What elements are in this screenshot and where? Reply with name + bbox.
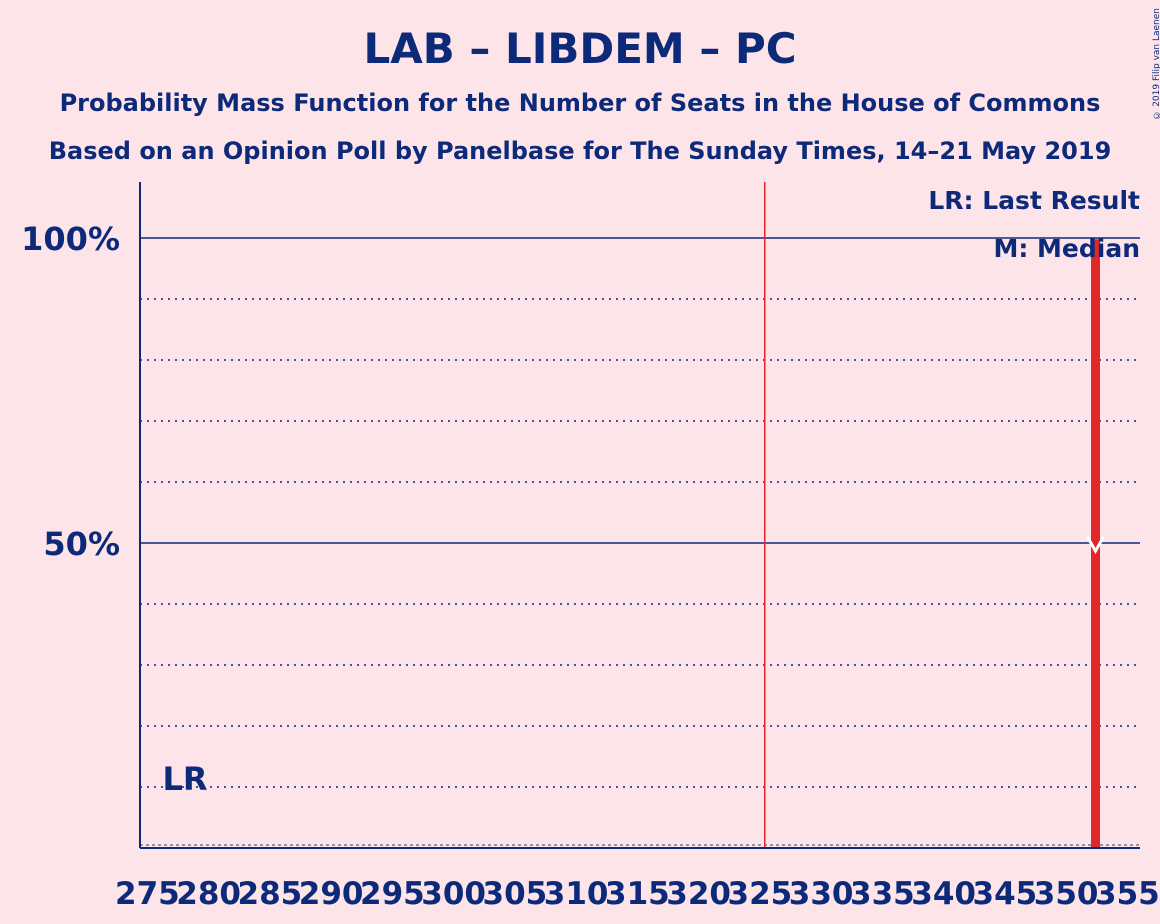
x-tick-label: 350 <box>1034 876 1099 912</box>
x-tick-label: 285 <box>238 876 303 912</box>
x-tick-label: 335 <box>850 876 915 912</box>
median-marker-layer <box>1086 536 1105 555</box>
legend-last-result: LR: Last Result <box>928 186 1140 215</box>
x-tick-label: 355 <box>1095 876 1160 912</box>
chart-subtitle: Probability Mass Function for the Number… <box>59 89 1101 117</box>
chart-subtitle-source: Based on an Opinion Poll by Panelbase fo… <box>48 137 1112 165</box>
median-marker <box>1086 536 1105 555</box>
x-tick-label: 305 <box>483 876 548 912</box>
x-tick-label: 275 <box>115 876 180 912</box>
bar-layer <box>1091 239 1100 849</box>
chart-title: LAB – LIBDEM – PC <box>363 24 797 73</box>
grid-layer <box>140 237 1140 846</box>
x-tick-label: 295 <box>360 876 425 912</box>
x-tick-label: 310 <box>544 876 609 912</box>
x-tick-label: 300 <box>421 876 486 912</box>
x-tick-labels: 2752802852902953003053103153203253303353… <box>115 876 1160 912</box>
x-tick-label: 330 <box>789 876 854 912</box>
y-tick-labels: 50% 100% <box>21 220 120 563</box>
y-tick-label: 100% <box>21 220 120 258</box>
x-tick-label: 290 <box>299 876 364 912</box>
y-tick-label: 50% <box>43 525 120 563</box>
x-tick-label: 320 <box>666 876 731 912</box>
x-tick-label: 345 <box>973 876 1038 912</box>
x-tick-label: 325 <box>728 876 793 912</box>
last-result-label: LR <box>163 760 208 798</box>
x-tick-label: 315 <box>605 876 670 912</box>
bar <box>1091 239 1100 849</box>
x-tick-label: 340 <box>911 876 976 912</box>
legend-median: M: Median <box>993 234 1140 263</box>
x-tick-label: 280 <box>176 876 241 912</box>
